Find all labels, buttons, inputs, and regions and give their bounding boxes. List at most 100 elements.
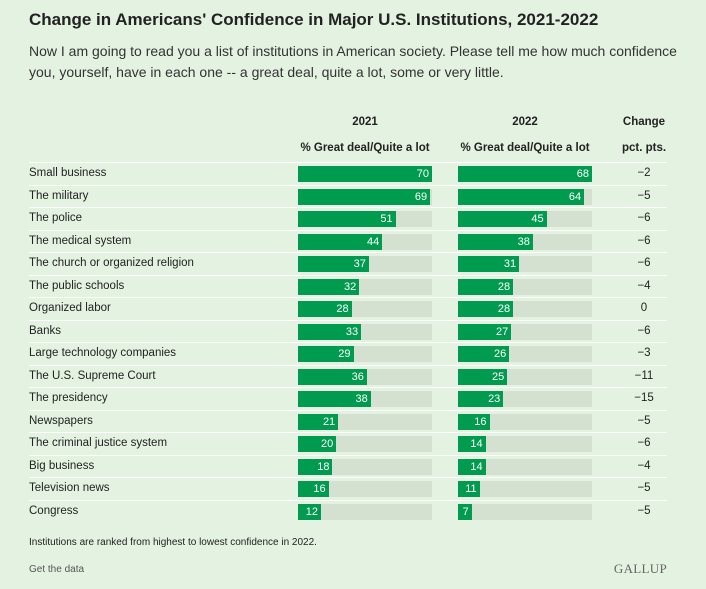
- bar-track-2022: 11: [458, 481, 592, 497]
- bar-2022: 68: [458, 166, 592, 182]
- value-label: 16: [474, 415, 487, 428]
- value-label: 37: [353, 258, 366, 270]
- value-label: 33: [345, 325, 359, 338]
- chart-subtitle: Now I am going to read you a list of ins…: [29, 43, 677, 80]
- bar-2021: 44: [298, 233, 383, 250]
- bar-2021: 38: [298, 391, 371, 407]
- bar-track-2021: 21: [298, 413, 432, 430]
- bar-2022: 26: [458, 346, 510, 362]
- table-row: Small business 70 68 −2: [29, 162, 667, 185]
- change-value: −6: [637, 437, 651, 449]
- bar-2022: 7: [458, 503, 472, 520]
- category-label: The criminal justice system: [29, 437, 168, 449]
- bar-2021: 33: [298, 323, 362, 340]
- value-label: 12: [305, 505, 318, 518]
- change-value: −3: [637, 347, 651, 359]
- change-value: −5: [637, 414, 651, 427]
- value-label: 11: [465, 483, 477, 495]
- value-label: 38: [355, 393, 368, 405]
- subheader-2021: % Great deal/Quite a lot: [300, 142, 430, 154]
- change-value: −2: [637, 167, 651, 179]
- category-label: Organized labor: [29, 302, 111, 314]
- bar-2021: 12: [298, 503, 321, 520]
- bar-track-2022: 68: [458, 166, 592, 182]
- change-value: −5: [637, 504, 651, 517]
- bar-2022: 45: [458, 211, 547, 227]
- bar-track-2022: 64: [458, 188, 592, 205]
- value-label: 51: [380, 213, 393, 225]
- bar-2022: 14: [458, 458, 486, 475]
- value-label: 20: [321, 438, 334, 450]
- value-label: 26: [493, 348, 507, 360]
- bar-2021: 28: [298, 301, 352, 317]
- header-change: Change: [622, 116, 666, 128]
- category-label: Banks: [29, 324, 61, 337]
- category-label: The medical system: [29, 234, 132, 247]
- value-label: 25: [492, 370, 505, 383]
- table-row: Big business 18 14 −4: [29, 454, 667, 478]
- bar-track-2021: 12: [298, 503, 432, 520]
- value-label: 7: [462, 505, 469, 518]
- category-label: The public schools: [29, 279, 125, 292]
- value-label: 64: [568, 190, 582, 203]
- bar-2021: 36: [298, 368, 367, 385]
- table-row: Organized labor 28 28 0: [29, 297, 667, 320]
- change-value: −5: [637, 482, 651, 494]
- category-label: Congress: [29, 504, 79, 517]
- value-label: 14: [470, 460, 483, 473]
- table-row: The medical system 44 38 −6: [29, 229, 667, 253]
- category-label: The military: [29, 189, 89, 202]
- value-label: 28: [497, 280, 511, 293]
- footnote: Institutions are ranked from highest to …: [29, 537, 317, 548]
- category-label: Big business: [29, 459, 95, 472]
- bar-2022: 27: [458, 323, 512, 340]
- table-row: Television news 16 11 −5: [29, 477, 667, 500]
- category-label: Large technology companies: [29, 347, 177, 359]
- bar-track-2022: 38: [458, 233, 592, 250]
- table-row: The public schools 32 28 −4: [29, 274, 667, 298]
- change-value: −6: [637, 212, 651, 224]
- get-data-link[interactable]: Get the data: [29, 564, 85, 575]
- category-label: The presidency: [29, 392, 108, 404]
- bar-track-2021: 16: [298, 481, 432, 497]
- value-label: 29: [338, 348, 351, 360]
- bar-track-2022: 14: [458, 436, 592, 452]
- change-value: −6: [637, 257, 651, 269]
- category-label: Newspapers: [29, 414, 93, 427]
- bar-track-2022: 25: [458, 368, 592, 385]
- table-row: Large technology companies 29 26 −3: [29, 342, 667, 365]
- bar-2021: 51: [298, 211, 396, 227]
- table-row: The presidency 38 23 −15: [29, 387, 667, 410]
- value-label: 70: [416, 168, 429, 180]
- change-value: −5: [637, 189, 651, 202]
- bar-2022: 28: [458, 278, 514, 295]
- bar-track-2022: 28: [458, 301, 592, 317]
- value-label: 14: [470, 438, 483, 450]
- value-label: 27: [495, 325, 509, 338]
- value-label: 36: [351, 370, 364, 383]
- category-label: The police: [29, 212, 83, 224]
- bar-2022: 11: [458, 481, 480, 497]
- bar-2022: 64: [458, 188, 585, 205]
- bar-2021: 18: [298, 458, 333, 475]
- category-label: The U.S. Supreme Court: [29, 369, 156, 382]
- value-label: 16: [313, 483, 326, 495]
- subheader-change: pct. pts.: [621, 142, 667, 154]
- bar-2022: 14: [458, 436, 486, 452]
- bar-2021: 70: [298, 166, 432, 182]
- bar-2021: 32: [298, 278, 360, 295]
- bar-track-2021: 37: [298, 256, 432, 272]
- header-2021: 2021: [352, 116, 378, 128]
- bar-track-2021: 70: [298, 166, 432, 182]
- value-label: 69: [414, 190, 428, 203]
- bar-track-2022: 28: [458, 278, 592, 295]
- bar-2021: 29: [298, 346, 354, 362]
- change-value: −15: [634, 392, 654, 404]
- gallup-logo: GALLUP: [613, 561, 667, 576]
- bar-track-2021: 51: [298, 211, 432, 227]
- bar-2022: 16: [458, 413, 490, 430]
- bar-track-2021: 28: [298, 301, 432, 317]
- bar-track-2022: 14: [458, 458, 592, 475]
- category-label: The church or organized religion: [29, 257, 194, 269]
- bar-2021: 37: [298, 256, 369, 272]
